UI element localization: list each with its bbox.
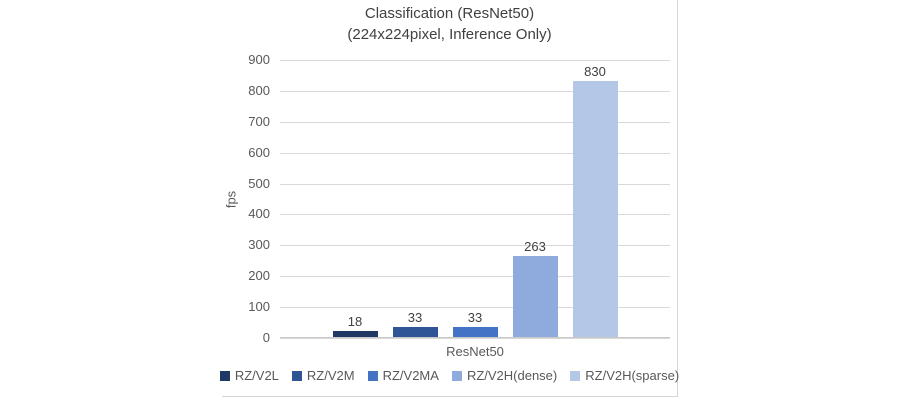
chart-title-line2: (224x224pixel, Inference Only) xyxy=(347,26,552,43)
gridline-700 xyxy=(280,121,670,123)
legend-label: RZ/V2L xyxy=(234,368,279,383)
bar-RZ/V2MA xyxy=(452,327,498,337)
legend: RZ/V2L RZ/V2M RZ/V2MA RZ/V2H(dense) RZ/V2H(s… xyxy=(219,368,679,383)
legend-swatch-icon xyxy=(367,370,378,381)
legend-label: RZ/V2H(dense) xyxy=(466,368,558,383)
legend-label: RZ/V2H(sparse) xyxy=(585,368,680,383)
gridline-400 xyxy=(280,214,670,216)
gridline-900 xyxy=(280,60,670,61)
gridline-100 xyxy=(280,307,670,309)
gridline-300 xyxy=(280,245,670,247)
y-tick-label-300: 300 xyxy=(248,237,270,253)
legend-item-RZ/V2H(sparse): RZ/V2H(sparse) xyxy=(570,368,679,383)
x-axis-line xyxy=(280,337,670,338)
bar-RZ/V2H(sparse) xyxy=(572,81,618,337)
legend-item-RZ/V2MA: RZ/V2MA xyxy=(367,368,439,383)
y-tick-label-700: 700 xyxy=(248,113,270,129)
bar-RZ/V2M xyxy=(392,327,438,337)
legend-label: RZ/V2MA xyxy=(382,368,439,383)
data-label-RZ/V2H(sparse): 830 xyxy=(584,64,606,79)
y-tick-label-200: 200 xyxy=(248,268,270,284)
x-axis-category-label: ResNet50 xyxy=(446,344,504,359)
data-label-RZ/V2L: 18 xyxy=(347,314,363,329)
gridline-600 xyxy=(280,152,670,154)
legend-swatch-icon xyxy=(570,370,581,381)
data-label-RZ/V2H(dense): 263 xyxy=(524,239,546,254)
y-tick-label-500: 500 xyxy=(248,175,270,191)
gridline-200 xyxy=(280,276,670,278)
legend-item-RZ/V2M: RZ/V2M xyxy=(291,368,355,383)
y-tick-label-0: 0 xyxy=(262,330,270,345)
y-tick-label-600: 600 xyxy=(248,144,270,160)
data-label-RZ/V2M: 33 xyxy=(407,310,423,325)
gridline-0 xyxy=(280,338,670,339)
bar-RZ/V2H(dense) xyxy=(512,256,558,337)
bar-RZ/V2L xyxy=(332,331,378,337)
y-tick-label-100: 100 xyxy=(248,299,270,315)
legend-swatch-icon xyxy=(219,370,230,381)
gridline-800 xyxy=(280,90,670,92)
legend-swatch-icon xyxy=(451,370,462,381)
chart-title: Classification (ResNet50) (224x224pixel,… xyxy=(222,3,677,45)
legend-item-RZ/V2L: RZ/V2L xyxy=(219,368,279,383)
y-tick-label-400: 400 xyxy=(248,206,270,222)
legend-label: RZ/V2M xyxy=(306,368,355,383)
y-tick-label-900: 900 xyxy=(248,52,270,67)
chart-title-line1: Classification (ResNet50) xyxy=(364,5,535,22)
gridline-500 xyxy=(280,183,670,185)
y-tick-label-800: 800 xyxy=(248,82,270,98)
plot-area: 18 33 33 263 830 xyxy=(280,60,670,339)
data-label-RZ/V2MA: 33 xyxy=(467,310,483,325)
legend-item-RZ/V2H(dense): RZ/V2H(dense) xyxy=(451,368,558,383)
bar-chart: Classification (ResNet50) (224x224pixel,… xyxy=(219,0,679,397)
legend-swatch-icon xyxy=(291,370,302,381)
